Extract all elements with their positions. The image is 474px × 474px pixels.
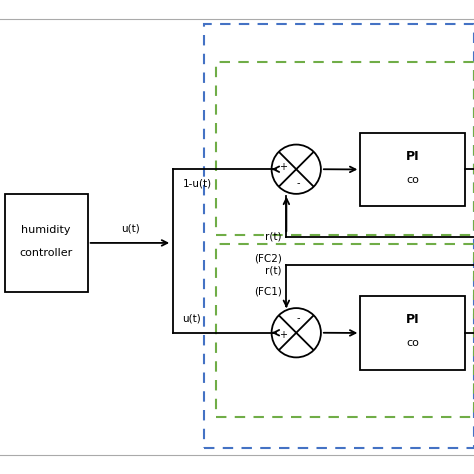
Text: controller: controller bbox=[19, 248, 73, 258]
Bar bbox=[216, 244, 474, 417]
Text: u(t): u(t) bbox=[182, 313, 201, 323]
Text: (FC1): (FC1) bbox=[254, 287, 282, 297]
Text: +: + bbox=[280, 330, 287, 340]
Bar bbox=[216, 62, 474, 235]
Text: r(t): r(t) bbox=[265, 265, 282, 275]
Text: u(t): u(t) bbox=[121, 223, 140, 234]
Text: 1-u(t): 1-u(t) bbox=[182, 179, 211, 189]
Bar bbox=[5, 194, 88, 292]
Text: +: + bbox=[280, 162, 287, 172]
Text: humidity: humidity bbox=[21, 225, 71, 235]
Text: PI: PI bbox=[406, 313, 419, 326]
Text: PI: PI bbox=[406, 150, 419, 163]
Text: -: - bbox=[297, 179, 301, 189]
Text: r(t): r(t) bbox=[265, 232, 282, 242]
Text: co: co bbox=[406, 175, 419, 185]
Bar bbox=[360, 296, 465, 370]
Text: co: co bbox=[406, 338, 419, 348]
Text: -: - bbox=[297, 313, 301, 323]
Text: (FC2): (FC2) bbox=[254, 253, 282, 263]
Bar bbox=[360, 133, 465, 206]
Bar bbox=[204, 24, 474, 448]
